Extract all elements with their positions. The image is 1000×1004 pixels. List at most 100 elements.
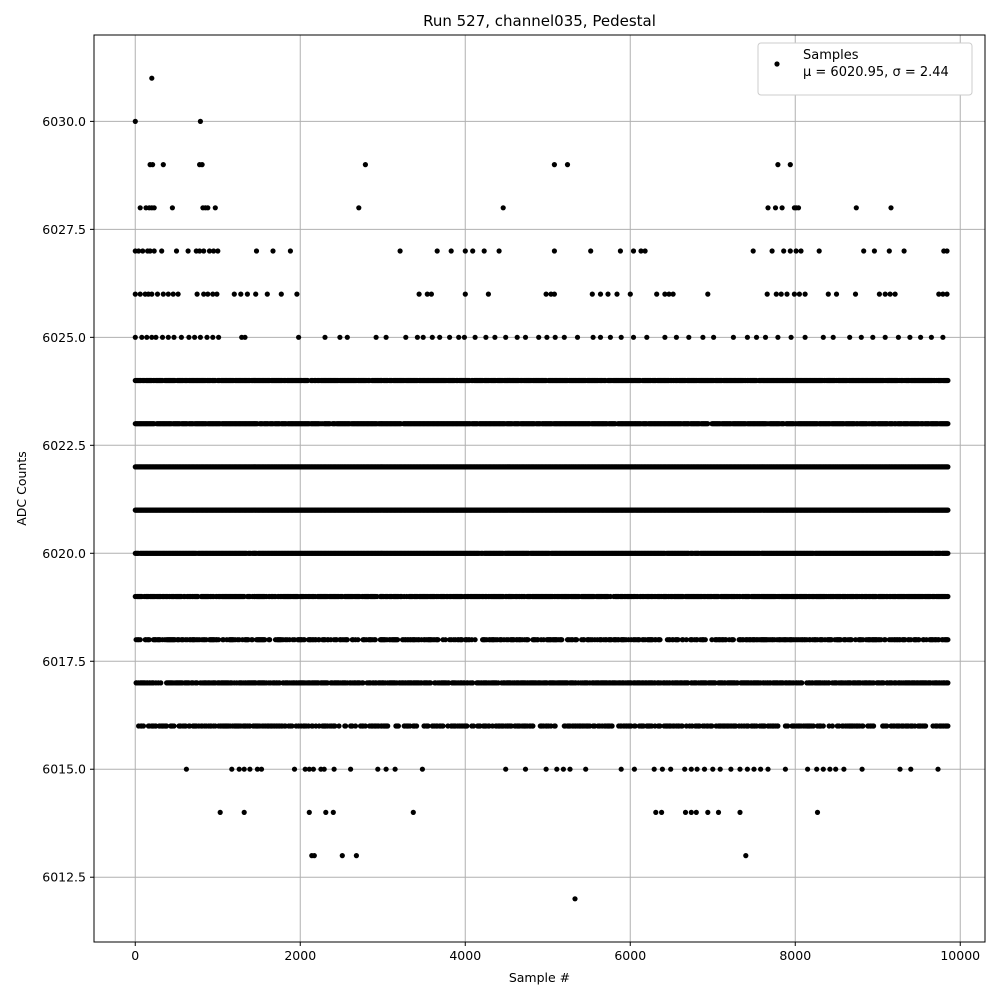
data-point xyxy=(821,335,826,340)
data-point xyxy=(918,335,923,340)
data-point xyxy=(718,767,723,772)
data-point xyxy=(853,292,858,297)
data-point xyxy=(176,292,181,297)
data-point xyxy=(888,292,893,297)
data-point xyxy=(745,335,750,340)
data-point xyxy=(814,767,819,772)
data-point xyxy=(827,767,832,772)
data-point xyxy=(186,248,191,253)
data-point xyxy=(763,335,768,340)
data-point xyxy=(794,248,799,253)
data-point xyxy=(210,335,215,340)
data-point xyxy=(149,76,154,81)
data-point xyxy=(653,810,658,815)
data-point xyxy=(798,248,803,253)
data-point xyxy=(159,248,164,253)
data-point xyxy=(745,767,750,772)
data-point xyxy=(605,292,610,297)
data-point xyxy=(337,335,342,340)
data-point xyxy=(654,292,659,297)
data-point xyxy=(437,335,442,340)
data-point xyxy=(831,335,836,340)
data-point xyxy=(155,292,160,297)
data-point xyxy=(833,767,838,772)
data-point xyxy=(133,292,138,297)
data-point xyxy=(149,292,154,297)
data-point xyxy=(765,205,770,210)
data-point xyxy=(245,292,250,297)
data-point xyxy=(893,292,898,297)
data-point xyxy=(614,292,619,297)
data-point xyxy=(872,248,877,253)
data-point xyxy=(705,292,710,297)
data-point xyxy=(631,248,636,253)
data-point xyxy=(945,508,950,513)
data-point xyxy=(296,335,301,340)
data-point xyxy=(356,205,361,210)
data-point xyxy=(200,162,205,167)
data-point xyxy=(133,335,138,340)
data-point xyxy=(826,292,831,297)
data-point xyxy=(652,767,657,772)
data-point xyxy=(644,335,649,340)
data-point xyxy=(780,205,785,210)
data-point xyxy=(403,335,408,340)
data-point xyxy=(860,767,865,772)
data-point xyxy=(205,292,210,297)
data-point xyxy=(421,335,426,340)
data-point xyxy=(354,853,359,858)
data-point xyxy=(216,335,221,340)
data-point xyxy=(174,248,179,253)
data-point xyxy=(907,335,912,340)
data-point xyxy=(775,162,780,167)
data-point xyxy=(773,205,778,210)
data-point xyxy=(552,162,557,167)
data-point xyxy=(945,421,950,426)
data-point xyxy=(694,810,699,815)
data-point xyxy=(322,335,327,340)
data-point xyxy=(482,248,487,253)
data-point xyxy=(139,335,144,340)
data-point xyxy=(668,767,673,772)
data-point xyxy=(682,767,687,772)
data-point xyxy=(902,248,907,253)
data-point xyxy=(628,292,633,297)
data-point xyxy=(583,767,588,772)
data-point xyxy=(544,292,549,297)
data-point xyxy=(449,248,454,253)
data-point xyxy=(861,248,866,253)
data-point xyxy=(821,767,826,772)
data-point xyxy=(779,292,784,297)
data-point xyxy=(619,335,624,340)
data-point xyxy=(567,767,572,772)
data-point xyxy=(728,767,733,772)
data-point xyxy=(150,162,155,167)
data-point xyxy=(198,119,203,124)
data-point xyxy=(662,335,667,340)
data-point xyxy=(781,248,786,253)
data-point xyxy=(398,248,403,253)
data-point xyxy=(279,292,284,297)
data-point xyxy=(783,767,788,772)
data-point xyxy=(883,292,888,297)
data-point xyxy=(473,335,478,340)
data-point xyxy=(536,335,541,340)
data-point xyxy=(242,767,247,772)
data-point xyxy=(544,767,549,772)
data-point xyxy=(945,464,950,469)
data-point xyxy=(447,335,452,340)
data-point xyxy=(323,810,328,815)
data-point xyxy=(161,162,166,167)
data-point xyxy=(788,162,793,167)
data-point xyxy=(562,335,567,340)
data-point xyxy=(817,248,822,253)
data-point xyxy=(218,810,223,815)
data-point xyxy=(588,248,593,253)
data-point xyxy=(689,767,694,772)
data-point xyxy=(643,248,648,253)
data-point xyxy=(618,248,623,253)
data-point xyxy=(683,810,688,815)
